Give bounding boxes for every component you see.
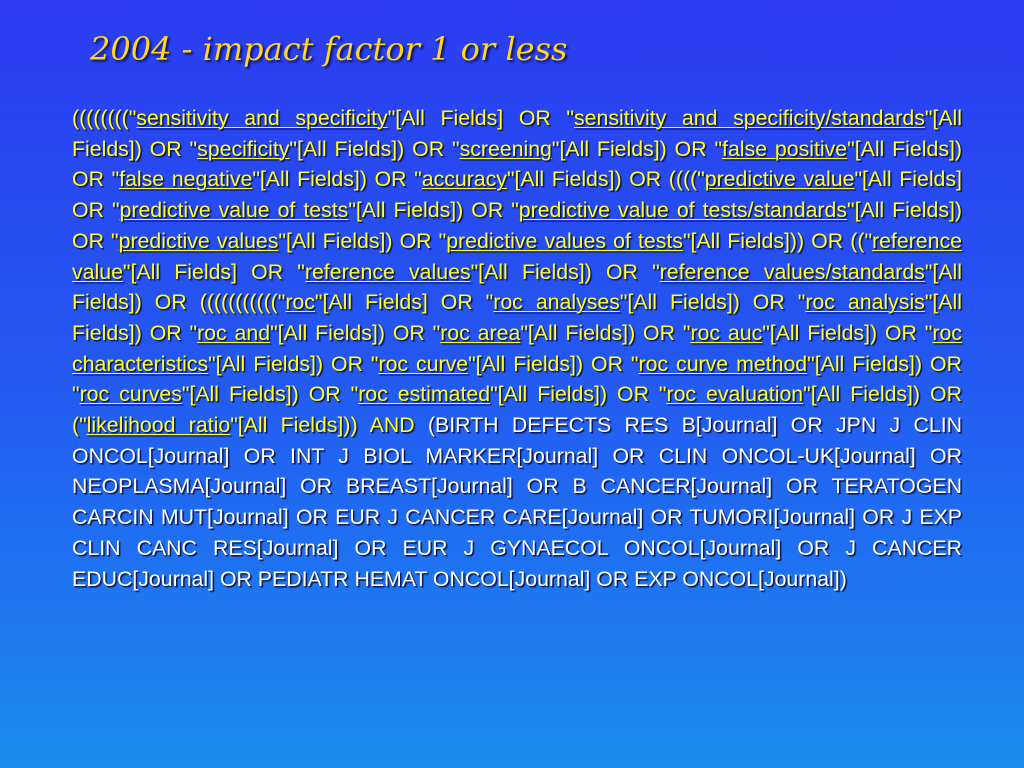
mesh-term-link[interactable]: roc auc	[690, 320, 763, 345]
query-operator-text: "[All Fields]) OR "	[289, 136, 460, 161]
mesh-term-link[interactable]: specificity	[197, 136, 290, 161]
mesh-term-link[interactable]: likelihood ratio	[86, 413, 231, 438]
mesh-term-link[interactable]: screening	[459, 136, 552, 161]
mesh-term-link[interactable]: roc estimated	[358, 382, 491, 407]
query-operator-text: "[All Fields]) OR "	[470, 259, 660, 284]
mesh-term-link[interactable]: roc area	[440, 320, 521, 345]
mesh-term-link[interactable]: roc curve	[378, 351, 469, 376]
query-operator-text: "[All Fields]) OR "	[72, 351, 962, 407]
query-operator-text: "[All Fields]) OR ((((((((((("	[72, 259, 962, 315]
mesh-term-link[interactable]: reference values	[304, 259, 471, 284]
mesh-term-link[interactable]: predictive value	[704, 167, 855, 192]
mesh-term-link[interactable]: roc analyses	[493, 290, 620, 315]
query-operator-text: "[All Fields]) OR (((("	[506, 167, 705, 192]
query-terms: (((((((("sensitivity and specificity"[Al…	[72, 106, 962, 437]
query-operator-text: "[All Fields] OR "	[387, 106, 574, 130]
query-operator-text: "[All Fields] OR "	[72, 167, 962, 223]
query-operator-text: "[All Fields]) OR ("	[72, 382, 962, 438]
query-operator-text: "[All Fields]) OR "	[278, 228, 447, 253]
mesh-term-link[interactable]: roc curves	[79, 382, 182, 407]
mesh-term-link[interactable]: roc and	[197, 320, 271, 345]
query-operator-text: "[All Fields]) OR "	[762, 320, 933, 345]
query-operator-text: "[All Fields]) OR "	[72, 198, 962, 253]
mesh-term-link[interactable]: predictive value of tests/standards	[518, 198, 848, 223]
query-operator-text: "[All Fields]) OR "	[72, 106, 962, 161]
query-operator-text: "[All Fields]) OR "	[468, 351, 639, 376]
search-query-text: (((((((("sensitivity and specificity"[Al…	[72, 103, 962, 594]
mesh-term-link[interactable]: false negative	[119, 167, 253, 192]
query-operator-text: "[All Fields]) OR "	[72, 136, 962, 192]
mesh-term-link[interactable]: roc analysis	[805, 290, 925, 315]
query-operator-text: "[All Fields]) OR "	[490, 382, 667, 407]
mesh-term-link[interactable]: false positive	[722, 136, 848, 161]
mesh-term-link[interactable]: sensitivity and specificity/standards	[573, 106, 925, 130]
mesh-term-link[interactable]: reference value	[72, 228, 962, 284]
mesh-term-link[interactable]: roc curve method	[638, 351, 808, 376]
mesh-term-link[interactable]: roc characteristics	[72, 320, 962, 376]
journal-filter-text: (BIRTH DEFECTS RES B[Journal] OR JPN J C…	[72, 413, 962, 591]
mesh-term-link[interactable]: reference values/standards	[659, 259, 925, 284]
query-operator-text: "[All Fields]) OR "	[181, 382, 359, 407]
mesh-term-link[interactable]: predictive values of tests	[446, 228, 683, 253]
query-operator-text: "[All Fields])) OR (("	[682, 228, 872, 253]
query-operator-text: "[All Fields]) OR "	[551, 136, 723, 161]
mesh-term-link[interactable]: predictive values	[118, 228, 279, 253]
query-operator-text: "[All Fields]) OR "	[270, 320, 441, 345]
query-operator-text: "[All Fields]) OR "	[72, 290, 962, 345]
query-operator-text: "[All Fields])) AND	[230, 413, 415, 438]
mesh-term-link[interactable]: accuracy	[421, 167, 507, 192]
mesh-term-link[interactable]: roc evaluation	[666, 382, 804, 407]
query-operator-text: (((((((("	[72, 106, 137, 130]
query-operator-text: "[All Fields]) OR "	[520, 320, 691, 345]
mesh-term-link[interactable]: predictive value of tests	[119, 198, 349, 223]
query-operator-text: "[All Fields]) OR "	[208, 351, 379, 376]
mesh-term-link[interactable]: sensitivity and specificity	[136, 106, 388, 130]
query-operator-text: "[All Fields]) OR "	[252, 167, 422, 192]
query-operator-text: "[All Fields] OR "	[122, 259, 305, 284]
mesh-term-link[interactable]: roc	[285, 290, 315, 315]
slide-title: 2004 - impact factor 1 or less	[90, 30, 568, 68]
query-operator-text: "[All Fields]) OR "	[619, 290, 806, 315]
query-operator-text: "[All Fields]) OR "	[348, 198, 519, 223]
query-operator-text: "[All Fields] OR "	[314, 290, 494, 315]
